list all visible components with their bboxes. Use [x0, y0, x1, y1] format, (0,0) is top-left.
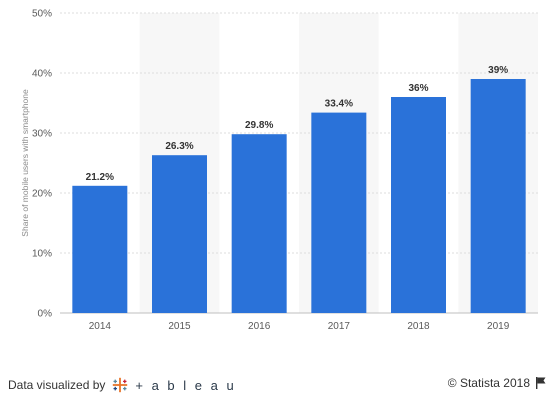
y-tick-label: 50%	[32, 9, 52, 20]
x-tick-label: 2018	[407, 321, 430, 332]
data-label: 39%	[488, 65, 508, 76]
data-labels: 21.2% 26.3% 29.8% 33.4% 36% 39%	[86, 65, 509, 183]
bars	[72, 79, 526, 313]
y-tick-label: 10%	[32, 249, 52, 260]
y-tick-label: 40%	[32, 69, 52, 80]
tableau-plus-logo-icon	[113, 377, 128, 393]
tableau-wordmark: + a b l e a u	[135, 377, 237, 393]
bar[interactable]	[231, 134, 287, 313]
bar[interactable]	[72, 185, 128, 313]
y-axis-ticks: 0% 10% 20% 30% 40% 50%	[32, 9, 52, 320]
footer-copyright: © Statista 2018	[448, 376, 546, 390]
footer-credit: Data visualized by + a b l e a u	[8, 376, 236, 394]
x-tick-label: 2014	[89, 321, 112, 332]
bar[interactable]	[470, 79, 526, 313]
x-tick-label: 2017	[328, 321, 351, 332]
tableau-logo-link[interactable]: + a b l e a u	[111, 376, 236, 394]
footer: Data visualized by + a b l e a u © Stati…	[0, 364, 558, 400]
y-tick-label: 0%	[38, 309, 53, 320]
bar[interactable]	[152, 155, 207, 313]
y-tick-label: 20%	[32, 189, 52, 200]
y-tick-label: 30%	[32, 129, 52, 140]
data-label: 21.2%	[86, 172, 114, 183]
x-tick-label: 2015	[168, 321, 191, 332]
bar-chart: 0% 10% 20% 30% 40% 50% 21.2% 26.3% 29.8% 33.4% 36…	[20, 9, 538, 332]
bar[interactable]	[311, 112, 367, 313]
copyright-text: © Statista 2018	[447, 376, 530, 390]
data-label: 36%	[408, 83, 428, 94]
x-tick-label: 2016	[248, 321, 271, 332]
data-label: 33.4%	[325, 99, 353, 110]
bar[interactable]	[391, 97, 446, 313]
y-axis-label: Share of mobile users with smartphone	[20, 89, 30, 237]
data-label: 29.8%	[245, 120, 273, 131]
x-axis-ticks: 2014 2015 2016 2017 2018 2019	[89, 321, 510, 332]
visualized-by-text: Data visualized by	[8, 378, 106, 392]
data-label: 26.3%	[165, 141, 193, 152]
x-tick-label: 2019	[487, 321, 510, 332]
gridlines	[60, 12, 538, 314]
flag-icon[interactable]	[536, 377, 546, 389]
